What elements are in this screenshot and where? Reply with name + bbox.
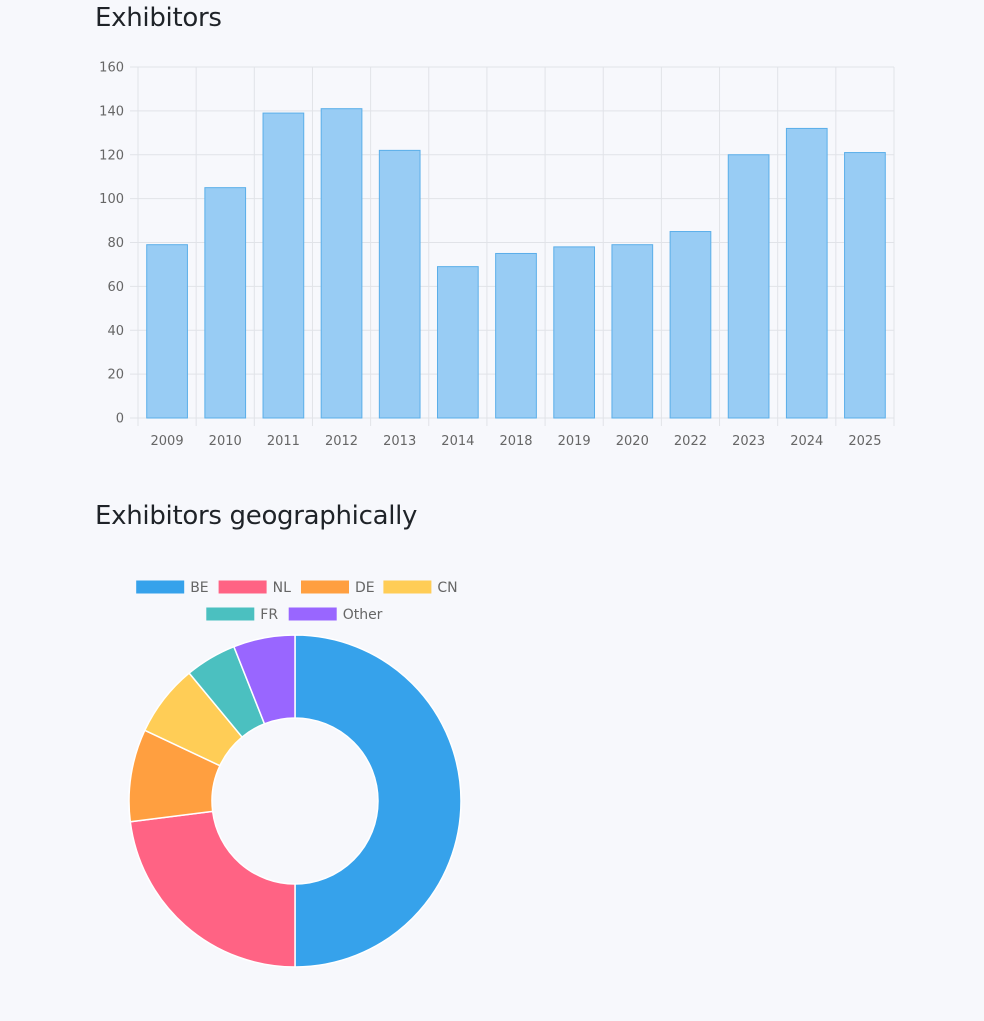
bar-2014[interactable] bbox=[436, 266, 479, 419]
legend-swatch-de[interactable] bbox=[301, 580, 349, 594]
y-tick-label: 140 bbox=[99, 104, 124, 119]
bar-2023[interactable] bbox=[727, 154, 770, 419]
bar-2009[interactable] bbox=[146, 244, 188, 419]
bar-2020[interactable] bbox=[611, 244, 654, 419]
y-tick-label: 80 bbox=[107, 236, 124, 251]
bar-chart-title: Exhibitors bbox=[95, 3, 222, 33]
x-tick-label: 2014 bbox=[441, 434, 474, 449]
legend-swatch-fr[interactable] bbox=[206, 607, 255, 621]
x-tick-label: 2024 bbox=[790, 434, 823, 449]
y-tick-label: 60 bbox=[107, 280, 124, 295]
x-tick-label: 2022 bbox=[674, 434, 707, 449]
y-tick-label: 120 bbox=[99, 148, 124, 163]
x-tick-label: 2012 bbox=[325, 434, 358, 449]
y-tick-label: 40 bbox=[107, 324, 124, 339]
x-tick-label: 2010 bbox=[209, 434, 242, 449]
legend-swatch-be[interactable] bbox=[136, 580, 185, 594]
bar-chart-x-ticks: 2009 2010 2011 2012 2013 2014 2018 2019 2020 2022… bbox=[151, 434, 882, 449]
bar-chart-y-ticks: 0 20 40 60 80 100 120 140 160 bbox=[99, 61, 124, 427]
legend-label-cn[interactable]: CN bbox=[437, 580, 457, 596]
legend-swatch-nl[interactable] bbox=[218, 580, 267, 594]
y-tick-label: 20 bbox=[107, 368, 124, 383]
bar-2025[interactable] bbox=[844, 152, 886, 419]
x-tick-label: 2011 bbox=[267, 434, 300, 449]
pie-chart-title: Exhibitors geographically bbox=[95, 501, 418, 531]
bar-2019[interactable] bbox=[553, 246, 596, 419]
legend-swatch-cn[interactable] bbox=[383, 580, 432, 594]
slice-other[interactable] bbox=[232, 634, 296, 725]
x-tick-label: 2018 bbox=[499, 434, 532, 449]
bar-2013[interactable] bbox=[378, 149, 421, 419]
y-tick-label: 100 bbox=[99, 192, 124, 207]
x-tick-label: 2009 bbox=[151, 434, 184, 449]
y-tick-label: 0 bbox=[116, 412, 124, 427]
bar-2010[interactable] bbox=[204, 187, 247, 419]
legend-label-be[interactable]: BE bbox=[190, 580, 208, 596]
x-tick-label: 2025 bbox=[848, 434, 881, 449]
bar-2018[interactable] bbox=[495, 252, 537, 419]
legend-swatch-other[interactable] bbox=[288, 607, 337, 621]
bar-chart-grid bbox=[130, 66, 895, 426]
bar-2024[interactable] bbox=[785, 127, 828, 419]
x-tick-label: 2013 bbox=[383, 434, 416, 449]
bar-chart-bars bbox=[146, 108, 886, 419]
legend-label-other[interactable]: Other bbox=[343, 607, 383, 623]
y-tick-label: 160 bbox=[99, 61, 124, 76]
bar-2011[interactable] bbox=[262, 112, 305, 419]
x-tick-label: 2020 bbox=[616, 434, 649, 449]
bar-2022[interactable] bbox=[669, 231, 712, 419]
slice-nl[interactable] bbox=[129, 810, 296, 968]
x-tick-label: 2023 bbox=[732, 434, 765, 449]
doughnut-legend: BE NL DE CN FR Other bbox=[136, 580, 458, 623]
bar-2012[interactable] bbox=[320, 108, 363, 419]
legend-label-nl[interactable]: NL bbox=[273, 580, 291, 596]
legend-label-fr[interactable]: FR bbox=[260, 607, 278, 623]
slice-be[interactable] bbox=[294, 634, 462, 968]
legend-label-de[interactable]: DE bbox=[355, 580, 375, 596]
doughnut-slices bbox=[128, 634, 462, 968]
x-tick-label: 2019 bbox=[558, 434, 591, 449]
